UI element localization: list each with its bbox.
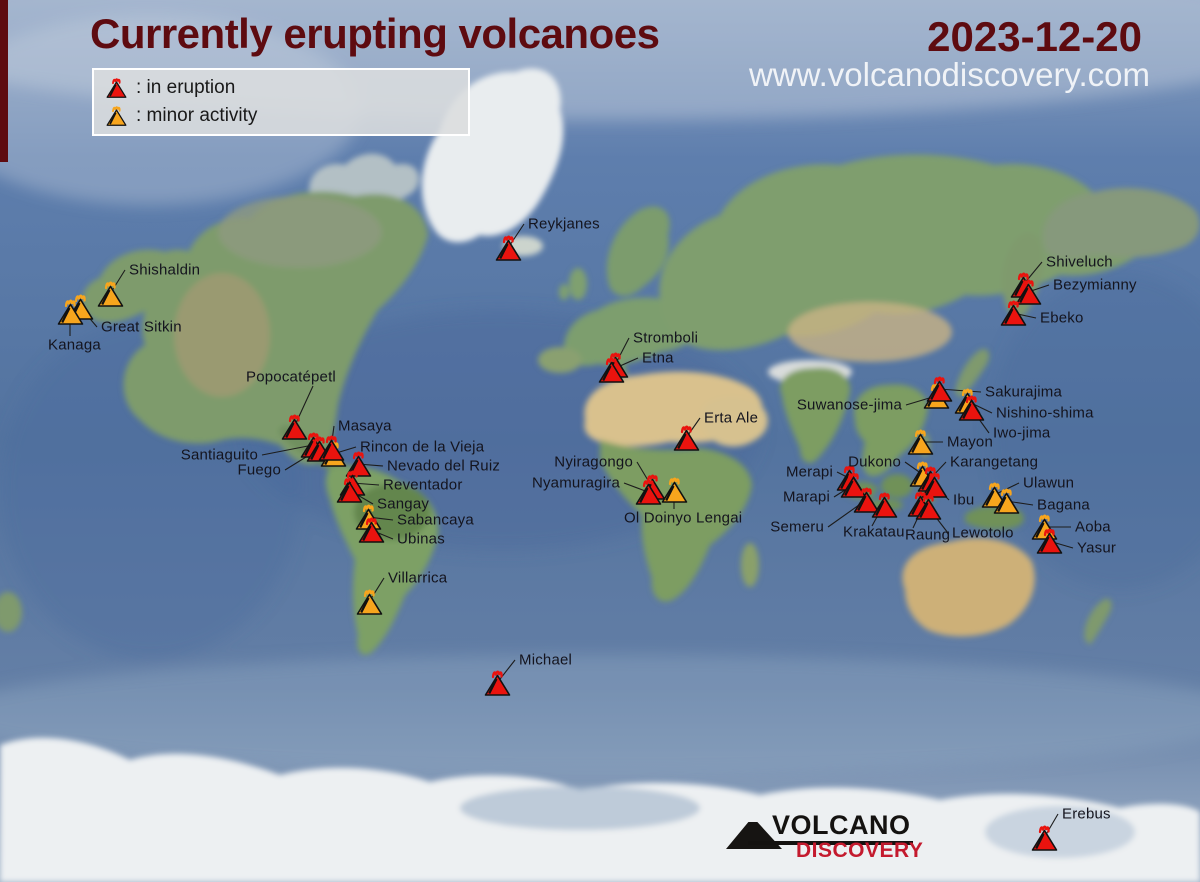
volcano-marker-ebeko[interactable] bbox=[1000, 298, 1027, 327]
volcano-marker-michael[interactable] bbox=[484, 668, 511, 697]
volcano-marker-iwo-jima[interactable] bbox=[958, 393, 985, 422]
page-title: Currently erupting volcanoes bbox=[90, 10, 660, 57]
volcano-marker-ubinas[interactable] bbox=[358, 515, 385, 544]
volcano-marker-mayon[interactable] bbox=[907, 427, 934, 456]
volcano-marker-villarrica[interactable] bbox=[356, 587, 383, 616]
legend-label-eruption: : in eruption bbox=[136, 77, 236, 98]
legend: : in eruption : minor activity bbox=[92, 68, 470, 136]
volcano-marker-ol-doinyo-lengai[interactable] bbox=[661, 475, 688, 504]
volcano-marker-popocat-petl[interactable] bbox=[281, 412, 308, 441]
volcano-marker-nyamuragira[interactable] bbox=[635, 477, 662, 506]
volcano-marker-etna[interactable] bbox=[598, 355, 625, 384]
volcano-marker-shishaldin[interactable] bbox=[97, 279, 124, 308]
volcano-marker-kanaga[interactable] bbox=[57, 297, 84, 326]
volcanodiscovery-logo: VOLCANO DISCOVERY bbox=[726, 810, 923, 862]
volcano-marker-lewotolo[interactable] bbox=[915, 492, 942, 521]
volcano-marker-bagana[interactable] bbox=[993, 486, 1020, 515]
volcano-marker-reykjanes[interactable] bbox=[495, 233, 522, 262]
volcano-red-icon bbox=[106, 76, 128, 100]
volcano-marker-sangay[interactable] bbox=[336, 475, 363, 504]
legend-label-minor: : minor activity bbox=[136, 105, 258, 126]
website-watermark: www.volcanodiscovery.com bbox=[748, 56, 1150, 93]
volcano-marker-erta-ale[interactable] bbox=[673, 423, 700, 452]
volcano-orange-icon bbox=[106, 104, 128, 128]
date-label: 2023-12-20 bbox=[927, 13, 1142, 60]
volcano-marker-sakurajima[interactable] bbox=[926, 374, 953, 403]
logo-discovery-text: DISCOVERY bbox=[796, 839, 924, 862]
left-accent-bar bbox=[0, 0, 8, 162]
legend-row-minor: : minor activity bbox=[106, 104, 468, 128]
logo-volcano-text: VOLCANO bbox=[748, 810, 913, 845]
volcano-marker-masaya[interactable] bbox=[318, 433, 345, 462]
volcano-marker-yasur[interactable] bbox=[1036, 526, 1063, 555]
volcano-marker-erebus[interactable] bbox=[1031, 823, 1058, 852]
legend-row-eruption: : in eruption bbox=[106, 76, 468, 100]
volcano-marker-krakatau[interactable] bbox=[871, 490, 898, 519]
